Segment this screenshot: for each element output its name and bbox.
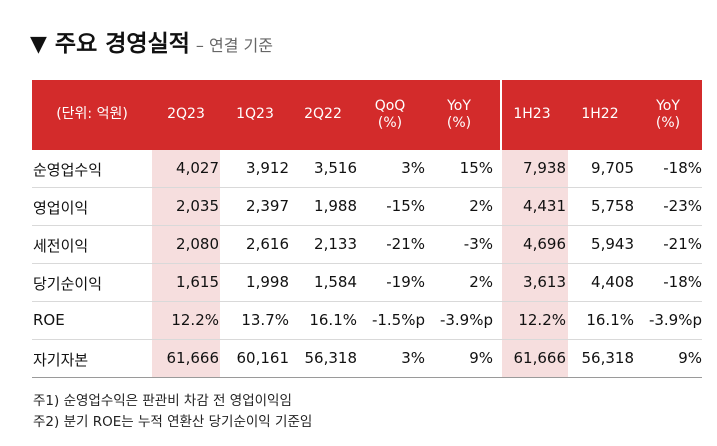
table-cell: -18% — [663, 273, 702, 291]
table-cell: -21% — [386, 235, 425, 253]
table-cell: 5,758 — [591, 197, 634, 215]
column-header: 1Q23 — [236, 106, 274, 123]
table-header-band-halfyear — [502, 80, 702, 150]
table-cell: -3.9%p — [439, 311, 493, 329]
row-label: 당기순이익 — [33, 275, 103, 293]
footnote-2: 주2) 분기 ROE는 누적 연환산 당기순이익 기준임 — [33, 414, 313, 430]
table-cell: 9,705 — [591, 159, 634, 177]
table-cell: 1,998 — [246, 273, 289, 291]
table-cell: 2% — [469, 197, 493, 215]
table-cell: -3.9%p — [648, 311, 702, 329]
column-group-separator — [500, 80, 502, 378]
table-cell: 4,027 — [176, 159, 219, 177]
table-cell: 2,616 — [246, 235, 289, 253]
table-cell: -23% — [663, 197, 702, 215]
table-cell: 3,516 — [314, 159, 357, 177]
column-header: 2Q22 — [304, 106, 342, 123]
table-cell: 3% — [401, 159, 425, 177]
table-cell: 16.1% — [309, 311, 357, 329]
column-header: YoY (%) — [655, 97, 681, 132]
column-header: 1H22 — [581, 106, 619, 123]
table-cell: 7,938 — [523, 159, 566, 177]
table-cell: 2,035 — [176, 197, 219, 215]
page-title: ▼ 주요 경영실적 – 연결 기준 — [30, 24, 273, 57]
table-cell: -15% — [386, 197, 425, 215]
table-cell: 3,912 — [246, 159, 289, 177]
table-header-band — [32, 80, 500, 150]
table-cell: 9% — [469, 349, 493, 367]
table-cell: 13.7% — [241, 311, 289, 329]
table-cell: 61,666 — [166, 349, 220, 367]
row-label: 세전이익 — [33, 237, 89, 255]
row-divider — [32, 187, 702, 188]
table-cell: -3% — [463, 235, 493, 253]
row-label: 영업이익 — [33, 199, 89, 217]
title-main: 주요 경영실적 — [54, 31, 190, 57]
table-cell: 12.2% — [518, 311, 566, 329]
table-cell: -19% — [386, 273, 425, 291]
row-label: ROE — [33, 311, 65, 329]
row-divider — [32, 339, 702, 340]
table-cell: 1,615 — [176, 273, 219, 291]
highlight-column-2q23 — [152, 150, 220, 378]
row-divider — [32, 301, 702, 302]
table-cell: 15% — [459, 159, 493, 177]
title-subtitle: – 연결 기준 — [195, 36, 273, 55]
table-cell: 12.2% — [171, 311, 219, 329]
table-cell: 16.1% — [586, 311, 634, 329]
table-cell: 4,696 — [523, 235, 566, 253]
row-divider — [32, 225, 702, 226]
table-cell: 9% — [678, 349, 702, 367]
table-cell: -18% — [663, 159, 702, 177]
table-cell: 3% — [401, 349, 425, 367]
table-cell: 1,584 — [314, 273, 357, 291]
table-cell: 60,161 — [236, 349, 290, 367]
row-divider — [32, 263, 702, 264]
column-header: 2Q23 — [167, 106, 205, 123]
column-header: QoQ (%) — [374, 97, 406, 132]
highlight-column-1h23 — [502, 150, 568, 378]
table-cell: 2,080 — [176, 235, 219, 253]
column-header: (단위: 억원) — [56, 106, 128, 123]
table-cell: 1,988 — [314, 197, 357, 215]
table-cell: 3,613 — [523, 273, 566, 291]
table-cell: -1.5%p — [371, 311, 425, 329]
row-divider — [32, 377, 702, 378]
table-cell: 61,666 — [513, 349, 567, 367]
row-label: 자기자본 — [33, 351, 89, 369]
table-cell: 2,397 — [246, 197, 289, 215]
table-cell: 4,408 — [591, 273, 634, 291]
column-header: 1H23 — [513, 106, 551, 123]
table-cell: 56,318 — [304, 349, 358, 367]
column-header: YoY (%) — [446, 97, 472, 132]
table-cell: -21% — [663, 235, 702, 253]
footnote-1: 주1) 순영업수익은 판관비 차감 전 영업이익임 — [33, 393, 292, 409]
table-cell: 5,943 — [591, 235, 634, 253]
table-cell: 4,431 — [523, 197, 566, 215]
table-cell: 2,133 — [314, 235, 357, 253]
table-cell: 2% — [469, 273, 493, 291]
triangle-down-icon: ▼ — [30, 32, 47, 57]
row-label: 순영업수익 — [33, 161, 103, 179]
table-cell: 56,318 — [581, 349, 635, 367]
